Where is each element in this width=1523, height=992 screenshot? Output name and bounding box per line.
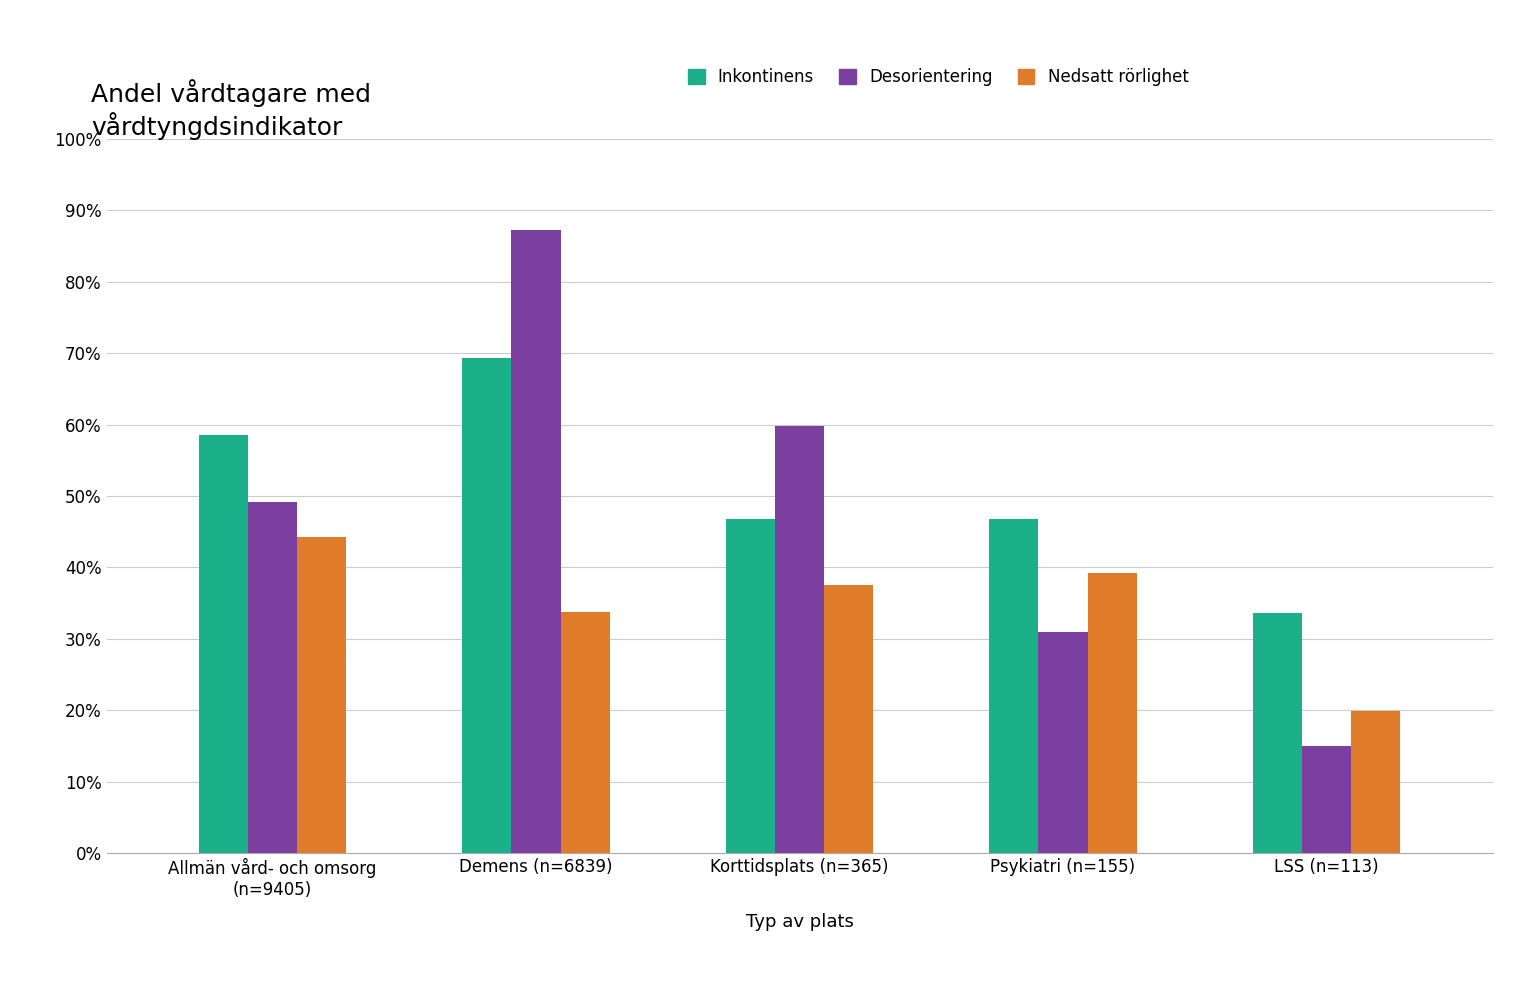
Bar <box>824 584 873 853</box>
Bar <box>463 358 512 853</box>
X-axis label: Typ av plats: Typ av plats <box>746 913 853 930</box>
Bar <box>560 612 609 853</box>
Bar <box>1253 613 1302 853</box>
Bar <box>248 502 297 853</box>
Bar <box>1302 746 1351 853</box>
Legend: Inkontinens, Desorientering, Nedsatt rörlighet: Inkontinens, Desorientering, Nedsatt rör… <box>681 62 1196 93</box>
Bar <box>1087 573 1136 853</box>
Bar <box>775 426 824 853</box>
Bar <box>990 519 1039 853</box>
Bar <box>200 435 248 853</box>
Bar <box>297 538 346 853</box>
Bar <box>512 230 560 853</box>
Text: Andel vårdtagare med
vårdtyngdsindikator: Andel vårdtagare med vårdtyngdsindikator <box>91 79 372 140</box>
Bar <box>1039 632 1087 853</box>
Bar <box>726 519 775 853</box>
Bar <box>1351 711 1400 853</box>
